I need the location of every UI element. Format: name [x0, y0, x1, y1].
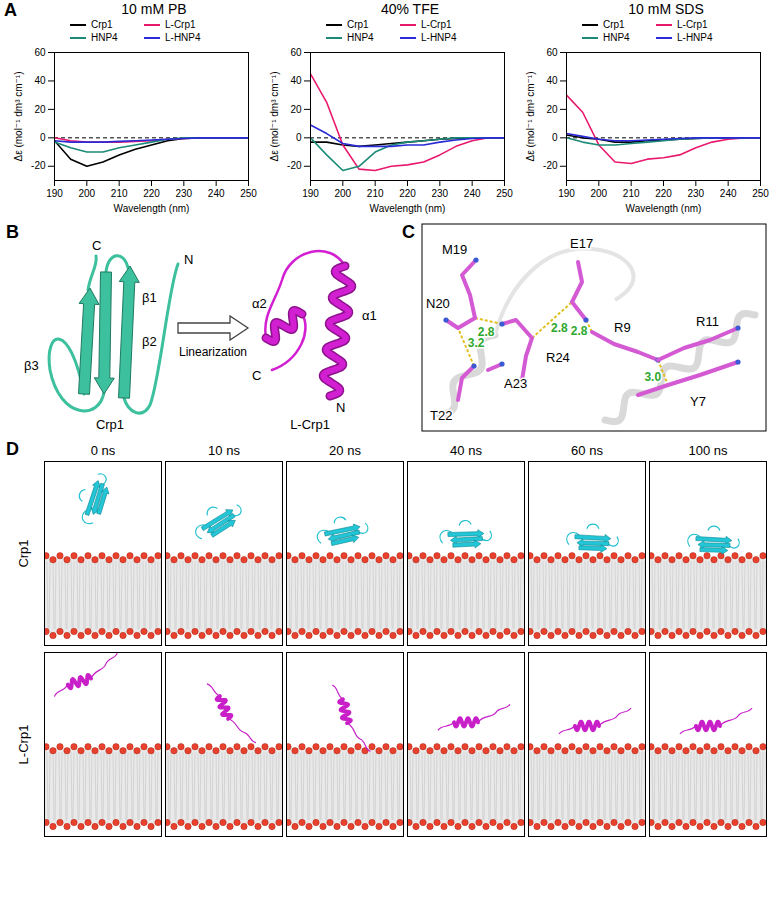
svg-text:E17: E17 — [570, 236, 593, 251]
svg-text:N: N — [184, 252, 193, 267]
html-text:L-Crp1: L-Crp1 — [165, 19, 196, 30]
svg-text:α1: α1 — [362, 308, 377, 323]
svg-text:0: 0 — [296, 132, 302, 143]
svg-text:Δε (mol⁻¹ dm³ cm⁻¹): Δε (mol⁻¹ dm³ cm⁻¹) — [269, 71, 280, 161]
svg-text:β3: β3 — [24, 358, 39, 373]
svg-text:230: 230 — [431, 188, 448, 199]
svg-text:L-Crp1: L-Crp1 — [16, 725, 31, 765]
svg-text:Y7: Y7 — [690, 394, 706, 409]
svg-text:-20: -20 — [287, 160, 302, 171]
html-text:HNP4: HNP4 — [91, 32, 118, 43]
svg-text:Δε (mol⁻¹ dm³ cm⁻¹): Δε (mol⁻¹ dm³ cm⁻¹) — [525, 71, 536, 161]
svg-text:210: 210 — [111, 188, 128, 199]
svg-text:250: 250 — [752, 188, 769, 199]
html-text:HNP4: HNP4 — [347, 32, 374, 43]
svg-text:B: B — [6, 222, 19, 242]
html-text:L-HNP4: L-HNP4 — [165, 32, 201, 43]
svg-text:R9: R9 — [614, 320, 631, 335]
svg-text:200: 200 — [590, 188, 607, 199]
svg-text:20: 20 — [290, 104, 302, 115]
svg-text:20: 20 — [34, 104, 46, 115]
svg-text:D: D — [6, 439, 19, 459]
html-text:L-HNP4: L-HNP4 — [677, 32, 713, 43]
svg-text:T22: T22 — [430, 408, 452, 423]
html-text:L-Crp1: L-Crp1 — [677, 19, 708, 30]
html-text:40% TFE: 40% TFE — [380, 1, 439, 17]
svg-text:190: 190 — [558, 188, 575, 199]
svg-text:C: C — [252, 368, 261, 383]
svg-text:3.0: 3.0 — [644, 370, 661, 384]
svg-text:R24: R24 — [546, 350, 570, 365]
svg-text:0 ns: 0 ns — [91, 443, 116, 458]
svg-text:220: 220 — [143, 188, 160, 199]
svg-text:N20: N20 — [426, 296, 450, 311]
svg-text:C: C — [92, 238, 101, 253]
svg-text:10 ns: 10 ns — [208, 443, 240, 458]
svg-text:240: 240 — [464, 188, 481, 199]
html-text:Crp1: Crp1 — [347, 19, 369, 30]
svg-text:60: 60 — [290, 47, 302, 58]
svg-text:220: 220 — [655, 188, 672, 199]
html-text:A: A — [4, 0, 17, 20]
svg-text:Wavelength (nm): Wavelength (nm) — [370, 203, 446, 214]
svg-text:220: 220 — [399, 188, 416, 199]
svg-text:L-Crp1: L-Crp1 — [290, 417, 330, 432]
svg-text:200: 200 — [334, 188, 351, 199]
svg-text:Crp1: Crp1 — [16, 539, 31, 567]
svg-text:-20: -20 — [543, 160, 558, 171]
svg-text:20 ns: 20 ns — [329, 443, 361, 458]
svg-text:250: 250 — [240, 188, 257, 199]
html-text:10 mM PB: 10 mM PB — [121, 1, 187, 17]
html-text:Crp1: Crp1 — [91, 19, 113, 30]
svg-text:N: N — [336, 400, 345, 415]
svg-text:2.8: 2.8 — [477, 324, 495, 339]
svg-text:-20: -20 — [31, 160, 46, 171]
svg-text:Crp1: Crp1 — [96, 417, 124, 432]
svg-text:230: 230 — [175, 188, 192, 199]
svg-text:2.8: 2.8 — [551, 321, 568, 335]
svg-text:250: 250 — [496, 188, 513, 199]
svg-text:60: 60 — [34, 47, 46, 58]
svg-text:60 ns: 60 ns — [571, 443, 603, 458]
svg-text:190: 190 — [302, 188, 319, 199]
svg-text:40: 40 — [290, 75, 302, 86]
svg-text:M19: M19 — [442, 242, 467, 257]
svg-text:β1: β1 — [142, 290, 157, 305]
svg-text:20: 20 — [546, 104, 558, 115]
html-text:HNP4: HNP4 — [603, 32, 630, 43]
svg-text:R11: R11 — [696, 314, 719, 329]
svg-text:210: 210 — [623, 188, 640, 199]
svg-text:230: 230 — [687, 188, 704, 199]
svg-text:200: 200 — [78, 188, 95, 199]
svg-text:Linearization: Linearization — [179, 345, 247, 359]
html-text:Crp1: Crp1 — [603, 19, 625, 30]
svg-text:0: 0 — [552, 132, 558, 143]
svg-text:210: 210 — [367, 188, 384, 199]
html-text:L-Crp1: L-Crp1 — [421, 19, 452, 30]
svg-text:240: 240 — [720, 188, 737, 199]
svg-text:40: 40 — [34, 75, 46, 86]
svg-text:C: C — [402, 222, 415, 242]
svg-text:Wavelength (nm): Wavelength (nm) — [114, 203, 190, 214]
svg-text:190: 190 — [46, 188, 63, 199]
svg-text:3.2: 3.2 — [468, 336, 485, 350]
svg-text:A23: A23 — [504, 376, 527, 391]
svg-text:Δε (mol⁻¹ dm³ cm⁻¹): Δε (mol⁻¹ dm³ cm⁻¹) — [13, 71, 24, 161]
svg-text:240: 240 — [208, 188, 225, 199]
svg-text:2.8: 2.8 — [571, 324, 588, 338]
svg-text:60: 60 — [546, 47, 558, 58]
svg-text:β2: β2 — [142, 334, 157, 349]
svg-text:α2: α2 — [252, 296, 267, 311]
html-text:10 mM SDS: 10 mM SDS — [628, 1, 704, 17]
html-text:L-HNP4: L-HNP4 — [421, 32, 457, 43]
svg-text:40 ns: 40 ns — [450, 443, 482, 458]
svg-text:0: 0 — [40, 132, 46, 143]
svg-text:Wavelength (nm): Wavelength (nm) — [626, 203, 702, 214]
svg-text:100 ns: 100 ns — [688, 443, 728, 458]
svg-text:40: 40 — [546, 75, 558, 86]
